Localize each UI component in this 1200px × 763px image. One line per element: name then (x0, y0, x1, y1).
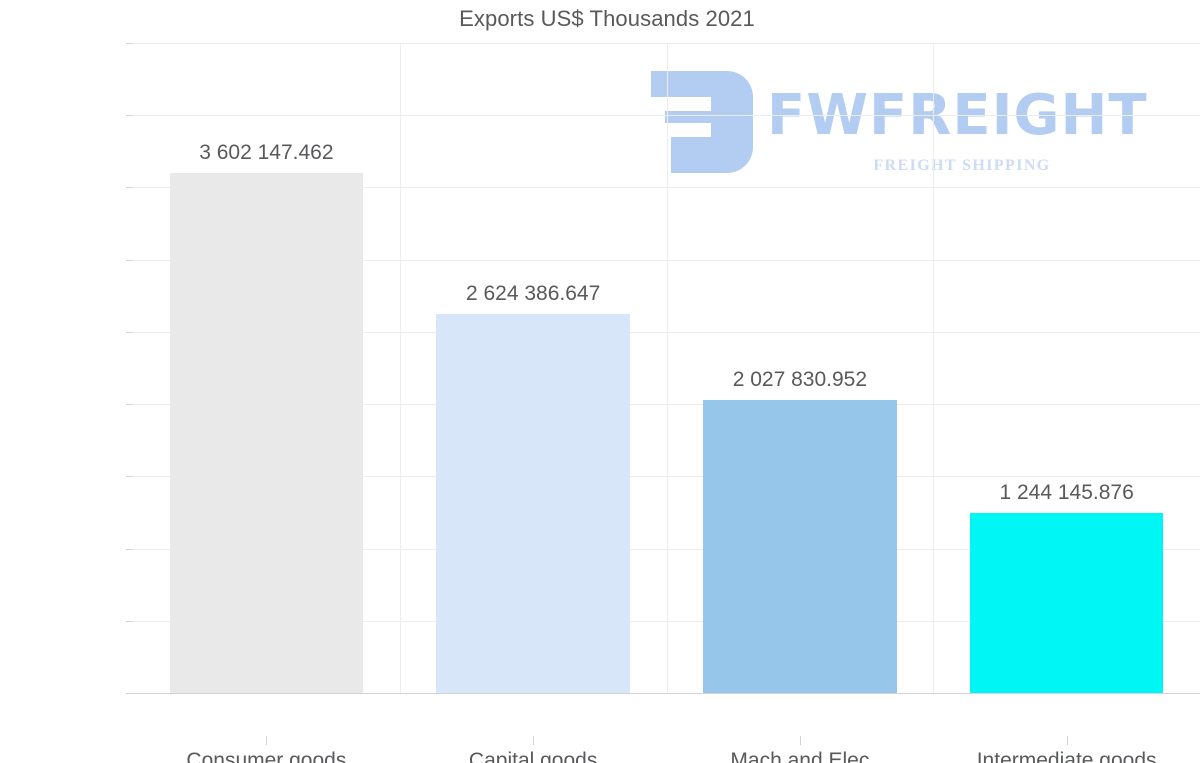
y-tick-mark (126, 548, 133, 550)
y-tick-mark (126, 693, 133, 694)
gridline-horizontal (133, 331, 1200, 333)
plot-area: 0500 0001 000 0001 500 0002 000 0002 500… (126, 43, 1200, 763)
y-tick-mark (126, 115, 133, 117)
bar-value-label: 2 624 386.647 (465, 281, 601, 305)
x-tick-mark (1066, 736, 1068, 745)
gridline-horizontal (133, 476, 1200, 478)
y-tick-mark (126, 331, 133, 333)
y-tick-mark (126, 404, 133, 406)
bar-value-label: 2 027 830.952 (732, 368, 868, 392)
gridline-horizontal (133, 115, 1200, 117)
bar-value-label: 3 602 147.462 (199, 140, 334, 164)
bar[interactable] (969, 513, 1164, 693)
y-tick-mark (126, 620, 133, 622)
x-tick-mark (533, 736, 535, 745)
bar-value-label: 1 244 145.876 (999, 481, 1134, 505)
x-tick-label: Consumer goods (186, 749, 347, 763)
gridline-horizontal (133, 548, 1200, 550)
x-tick-label: Intermediate goods (976, 749, 1157, 763)
gridline-horizontal (133, 259, 1200, 261)
gridline-vertical (400, 43, 401, 693)
x-tick-mark (266, 736, 268, 745)
x-tick-label: Mach and Elec (730, 749, 870, 763)
y-tick-mark (126, 476, 133, 478)
bar[interactable] (703, 400, 897, 693)
x-tick-label: Capital goods (468, 749, 598, 763)
gridline-horizontal (133, 620, 1200, 622)
gridline-horizontal (133, 404, 1200, 406)
x-axis-line (133, 693, 1200, 694)
bar[interactable] (436, 313, 630, 693)
y-tick-mark (126, 187, 133, 189)
y-tick-mark (126, 259, 133, 261)
gridline-horizontal (133, 43, 1200, 44)
gridline-vertical (933, 43, 934, 693)
gridline-horizontal (133, 187, 1200, 189)
x-tick-mark (799, 736, 801, 745)
bar[interactable] (169, 172, 364, 693)
chart-title: Exports US$ Thousands 2021 (459, 6, 755, 31)
y-tick-mark (126, 43, 133, 44)
gridline-vertical (667, 43, 668, 693)
